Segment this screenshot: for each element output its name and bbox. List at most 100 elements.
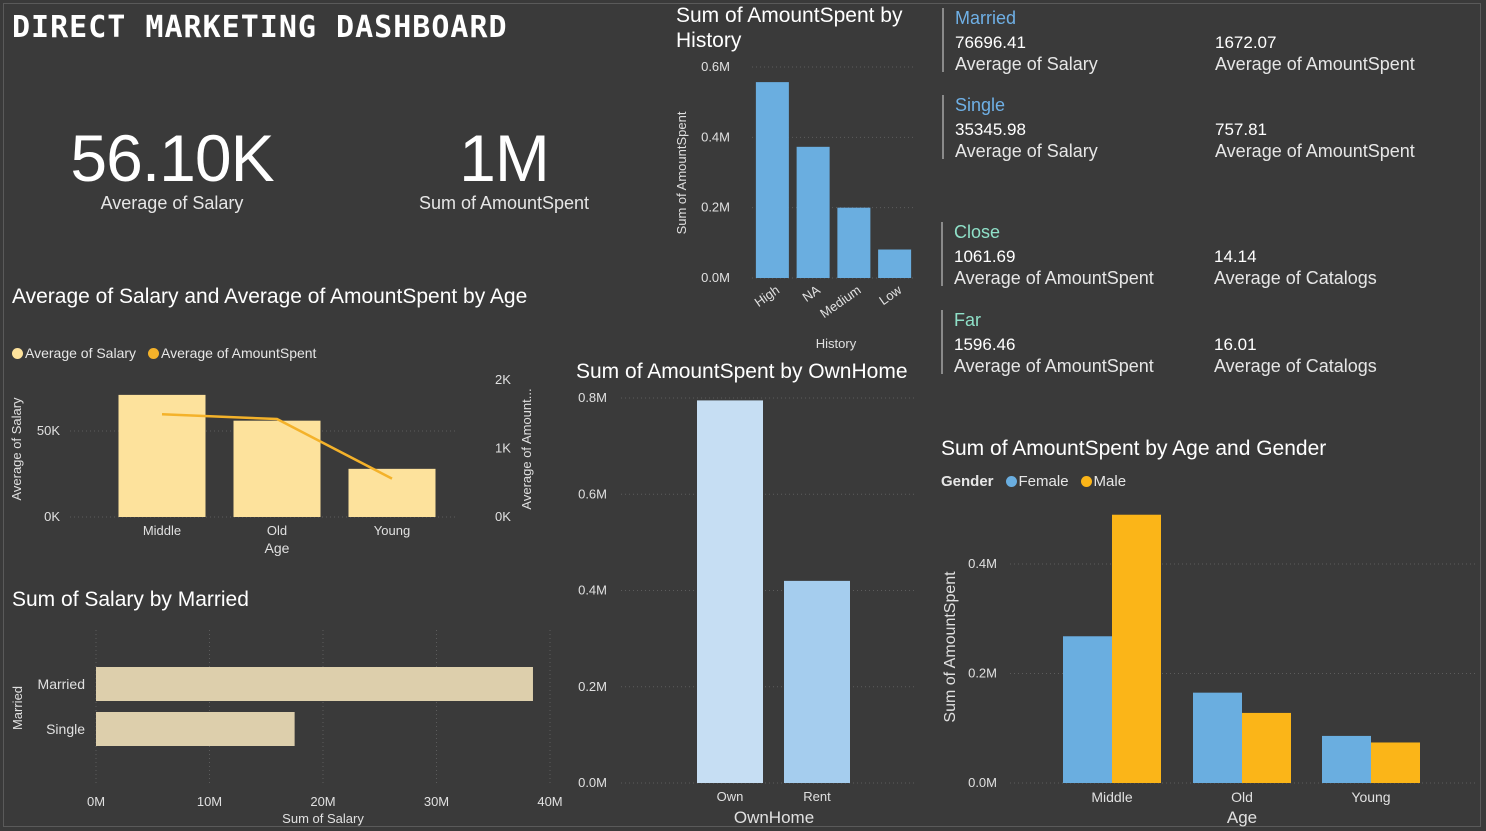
card-title: Single [955, 95, 1006, 115]
age-combo-chart-title: Average of Salary and Average of AmountS… [12, 285, 528, 308]
x-axis-title: Age [1227, 808, 1257, 827]
kpi-sum-amountspent-value: 1M [459, 121, 550, 195]
y-tick-label: 0.4M [968, 556, 997, 571]
legend-dot-icon [148, 347, 160, 359]
x-tick-label: 40M [537, 794, 562, 809]
age-combo-legend: Average of Salary Average of AmountSpent [12, 345, 324, 361]
bar-own [697, 400, 763, 783]
bar-medium [837, 207, 871, 278]
x-axis-title: Sum of Salary [282, 811, 364, 826]
x-axis-title: Age [265, 540, 290, 556]
ownhome-chart: 0.0M 0.2M 0.4M 0.6M 0.8M Own Rent OwnHome [578, 390, 916, 827]
dashboard-title: DIRECT MARKETING DASHBOARD [12, 10, 508, 45]
x-tick-label: Own [717, 789, 744, 804]
bar-rent [784, 580, 850, 783]
card-label: Average of Catalogs [1214, 268, 1377, 288]
x-tick-label: NA [799, 282, 823, 305]
bar-young [348, 468, 436, 517]
x-tick-label: Medium [817, 282, 863, 321]
bar-low [878, 249, 912, 278]
y-tick-label: 0.0M [968, 775, 997, 790]
bar-young-female [1322, 735, 1371, 783]
legend-label: Average of AmountSpent [161, 345, 317, 361]
x-tick-label: 30M [424, 794, 449, 809]
x-tick-label: Low [876, 282, 905, 308]
y-axis-title: Sum of AmountSpent [942, 571, 959, 723]
x-tick-label: Old [267, 523, 287, 538]
bar-high [755, 82, 789, 278]
card-value: 35345.98 [955, 120, 1026, 139]
legend-dot-icon [1005, 476, 1017, 487]
bar-middle-male [1112, 514, 1161, 783]
card-value: 1596.46 [954, 335, 1016, 354]
y2-axis-title: Average of Amount... [519, 388, 534, 509]
card-label: Average of AmountSpent [954, 356, 1154, 376]
bar-middle [118, 394, 206, 517]
bar-old-female [1193, 692, 1242, 783]
x-tick-label: 0M [87, 794, 105, 809]
x-tick-label: Middle [143, 523, 181, 538]
x-tick-label: Young [374, 523, 410, 538]
card-value: 16.01 [1214, 335, 1257, 354]
y-axis-title: Married [10, 686, 25, 730]
card-far[interactable]: Far 1596.46 Average of AmountSpent 16.01 A… [941, 310, 1474, 376]
x-tick-label: Young [1351, 789, 1390, 805]
y-tick-label: 0K [44, 509, 60, 524]
y-axis-title: Sum of AmountSpent [674, 111, 689, 234]
kpi-average-salary-value: 56.10K [70, 121, 274, 195]
bar-old [233, 420, 321, 517]
card-value: 14.14 [1214, 247, 1257, 266]
dashboard-frame [3, 3, 1481, 827]
card-value: 757.81 [1215, 120, 1267, 139]
bar-young-male [1371, 742, 1420, 783]
bar-single [96, 712, 295, 746]
legend-item-female[interactable]: Female [1005, 473, 1069, 490]
card-value: 76696.41 [955, 33, 1026, 52]
card-title: Close [954, 222, 1001, 242]
bar-na [796, 146, 830, 278]
y-tick-label: 0.4M [578, 583, 607, 598]
card-title: Married [955, 8, 1017, 28]
card-value: 1672.07 [1215, 33, 1277, 52]
bar-middle-female [1063, 636, 1112, 783]
y-tick-label: 50K [37, 423, 60, 438]
line-average-amountspent [161, 413, 393, 480]
y-tick-label: 0.8M [578, 390, 607, 405]
card-label: Average of AmountSpent [1215, 141, 1415, 161]
legend-label: Average of Salary [25, 345, 137, 361]
legend-item-average-salary[interactable]: Average of Salary [12, 345, 136, 361]
y-tick-label: 0.0M [578, 775, 607, 790]
card-married[interactable]: Married 76696.41 Average of Salary 1672.0… [942, 8, 1475, 74]
x-tick-label: High [752, 282, 783, 310]
married-chart: 0M 10M 20M 30M 40M Married Single Sum of Salary… [10, 630, 563, 826]
legend-title: Gender [941, 473, 994, 490]
y2-tick-label: 2K [495, 372, 511, 387]
legend-dot-icon [12, 347, 23, 359]
y-tick-label: Single [46, 721, 85, 737]
x-axis-title: OwnHome [734, 808, 814, 827]
y2-tick-label: 0K [495, 509, 511, 524]
card-close[interactable]: Close 1061.69 Average of AmountSpent 14.1… [941, 222, 1474, 288]
y-tick-label: 0.2M [968, 666, 997, 681]
legend-item-male[interactable]: Male [1080, 473, 1126, 490]
y-tick-label: 0.2M [701, 200, 730, 215]
card-single[interactable]: Single 35345.98 Average of Salary 757.81 A… [942, 95, 1475, 161]
age-gender-chart: 0.0M 0.2M 0.4M Middle Old Young Age Sum of Amou… [942, 514, 1475, 827]
y-tick-label: Married [38, 676, 85, 692]
card-label: Average of AmountSpent [1215, 54, 1415, 74]
bar-married [96, 667, 533, 701]
bar-old-male [1242, 712, 1291, 783]
legend-item-average-amountspent[interactable]: Average of AmountSpent [148, 345, 316, 361]
x-tick-label: Middle [1091, 789, 1132, 805]
ownhome-chart-title: Sum of AmountSpent by OwnHome [576, 360, 908, 383]
card-label: Average of Catalogs [1214, 356, 1377, 376]
y-tick-label: 0.6M [701, 59, 730, 74]
y-tick-label: 0.6M [578, 486, 607, 501]
history-chart-title: Sum of AmountSpent by History [676, 4, 903, 52]
x-axis-title: History [816, 336, 857, 351]
y-axis-title: Average of Salary [9, 397, 24, 501]
card-label: Average of AmountSpent [954, 268, 1154, 288]
card-label: Average of Salary [955, 141, 1098, 161]
card-value: 1061.69 [954, 247, 1016, 266]
